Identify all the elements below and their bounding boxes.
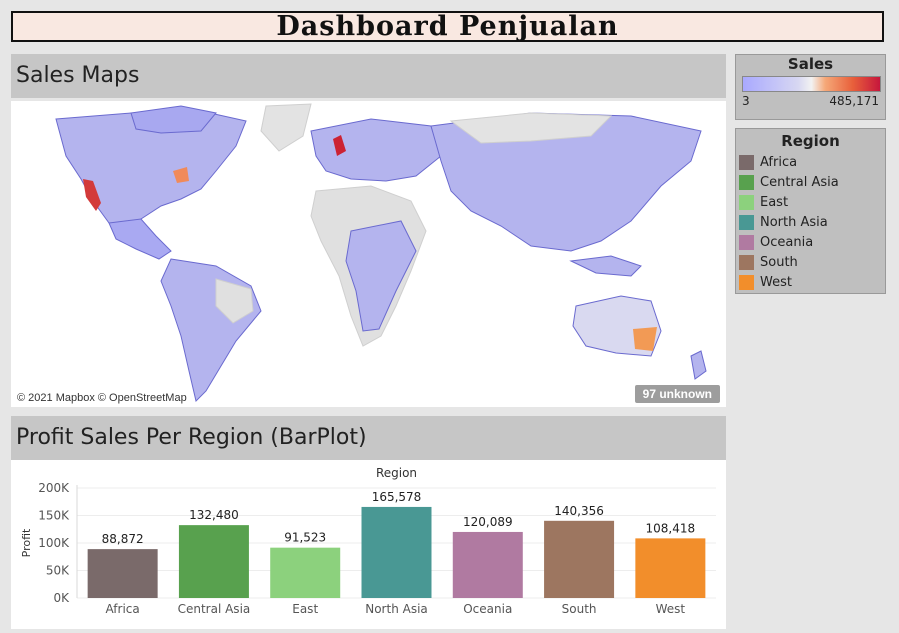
region-europe (310, 118, 442, 182)
bar[interactable] (361, 506, 432, 598)
region-brazil-gray (215, 278, 254, 324)
sales-legend-max: 485,171 (829, 94, 879, 108)
x-tick-label: South (562, 602, 597, 616)
sales-map[interactable]: © 2021 Mapbox © OpenStreetMap 97 unknown (11, 101, 726, 407)
bar-chart-panel: Region 0K 50K 100K 150K 200K Profit 88,872 Afric… (11, 460, 726, 629)
region-legend-item[interactable]: Oceania (736, 232, 885, 252)
region-legend-item[interactable]: Africa (736, 152, 885, 172)
bar[interactable] (635, 538, 706, 598)
bar[interactable] (544, 520, 615, 598)
sales-legend-title: Sales (787, 55, 834, 73)
bar-value-label: 91,523 (284, 531, 326, 545)
region-mexico (108, 218, 172, 260)
y-axis-title: Profit (20, 528, 33, 557)
region-swatch (739, 194, 754, 210)
y-tick-label: 200K (38, 481, 70, 495)
chart-title: Region (376, 466, 417, 480)
region-swatch (739, 174, 754, 190)
unknown-badge[interactable]: 97 unknown (634, 385, 720, 403)
region-swatch (739, 214, 754, 230)
map-heading: Sales Maps (11, 54, 726, 98)
region-asia (430, 112, 702, 252)
region-africa-sales (345, 220, 417, 332)
x-tick-label: Africa (106, 602, 140, 616)
region-california (83, 179, 101, 211)
dashboard-title-bar: Dashboard Penjualan (11, 11, 884, 42)
region-legend-item[interactable]: South (736, 252, 885, 272)
region-swatch (739, 254, 754, 270)
region-russia-gray (449, 112, 613, 144)
region-northeast-us (173, 167, 189, 183)
sales-gradient-bar (742, 76, 881, 92)
world-map[interactable] (11, 101, 726, 407)
region-legend: Region Africa Central Asia East North Asia O… (735, 128, 886, 294)
bar-value-label: 120,089 (463, 515, 513, 529)
region-legend-title: Region (781, 132, 840, 150)
region-legend-item[interactable]: North Asia (736, 212, 885, 232)
region-canada-north (130, 105, 217, 134)
region-legend-label: Oceania (760, 234, 814, 250)
bar-value-label: 140,356 (554, 504, 604, 518)
sales-legend-min: 3 (742, 94, 750, 108)
barplot-heading: Profit Sales Per Region (BarPlot) (11, 416, 726, 460)
y-tick-label: 0K (53, 591, 70, 605)
region-sea-islands (569, 255, 642, 277)
region-new-zealand (690, 350, 707, 380)
region-nsw (633, 327, 657, 351)
y-tick-label: 150K (38, 509, 70, 523)
region-swatch (739, 234, 754, 250)
region-legend-item[interactable]: Central Asia (736, 172, 885, 192)
region-legend-item[interactable]: East (736, 192, 885, 212)
region-legend-label: North Asia (760, 214, 828, 230)
y-tick-label: 100K (38, 536, 70, 550)
region-legend-item[interactable]: West (736, 272, 885, 292)
region-swatch (739, 274, 754, 290)
bar-value-label: 108,418 (646, 521, 696, 535)
bar-value-label: 165,578 (372, 490, 422, 504)
sales-legend: Sales 3 485,171 (735, 54, 886, 120)
x-tick-label: West (656, 602, 686, 616)
x-tick-label: Central Asia (178, 602, 251, 616)
region-legend-label: Central Asia (760, 174, 839, 190)
y-tick-label: 50K (46, 564, 70, 578)
region-legend-label: Africa (760, 154, 798, 170)
region-legend-label: East (760, 194, 789, 210)
bar[interactable] (87, 549, 158, 598)
dashboard-title: Dashboard Penjualan (276, 11, 619, 42)
map-copyright: © 2021 Mapbox © OpenStreetMap (17, 392, 187, 404)
x-tick-label: Oceania (463, 602, 512, 616)
region-uk (333, 135, 346, 156)
bar-chart: Region 0K 50K 100K 150K 200K Profit 88,872 Afric… (20, 466, 716, 616)
bar[interactable] (178, 525, 249, 598)
x-tick-label: North Asia (365, 602, 428, 616)
x-tick-label: East (292, 602, 318, 616)
region-legend-label: South (760, 254, 798, 270)
bar-value-label: 132,480 (189, 508, 239, 522)
region-greenland (260, 103, 312, 152)
bar-value-label: 88,872 (102, 532, 144, 546)
region-south-america (160, 258, 262, 402)
bar[interactable] (452, 531, 523, 598)
region-swatch (739, 154, 754, 170)
region-legend-label: West (760, 274, 792, 290)
bar[interactable] (270, 547, 341, 598)
